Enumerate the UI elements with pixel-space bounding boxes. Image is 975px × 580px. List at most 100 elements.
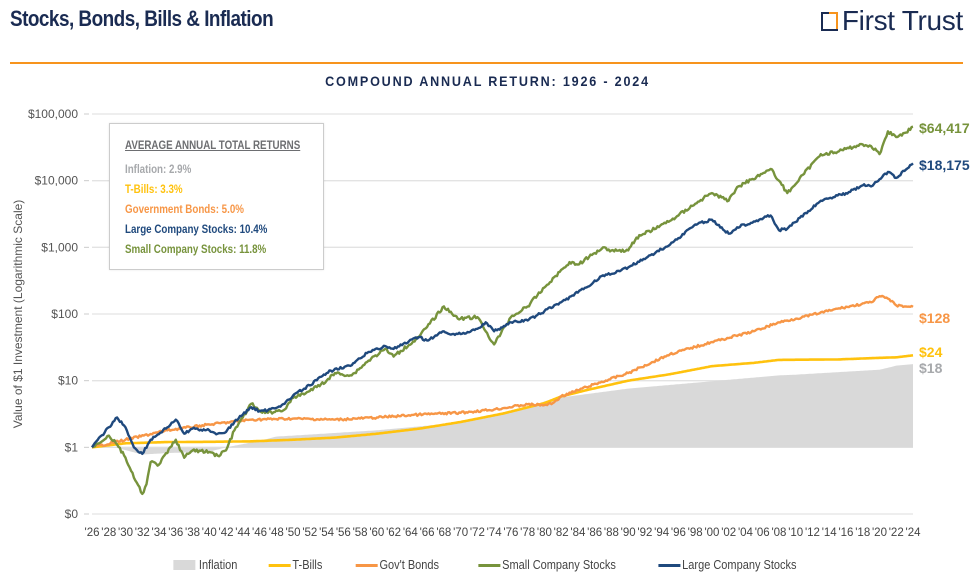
x-tick-label: '18 — [855, 527, 870, 539]
x-tick-label: '94 — [654, 527, 670, 539]
x-tick-label: '96 — [671, 527, 686, 539]
series-line-large — [91, 162, 914, 455]
x-tick-label: '76 — [503, 527, 518, 539]
legend-item-govbonds: Gov't Bonds — [356, 558, 439, 572]
header-divider — [10, 62, 963, 64]
x-tick-label: '74 — [487, 527, 503, 539]
legend-label: Large Company Stocks — [682, 558, 797, 572]
y-tick-label: $10,000 — [35, 174, 79, 188]
y-tick-label: $1,000 — [41, 240, 78, 254]
x-tick-label: '40 — [202, 527, 217, 539]
y-tick-label: $100 — [51, 307, 78, 321]
x-tick-label: '00 — [704, 527, 719, 539]
x-tick-label: '82 — [554, 527, 569, 539]
end-label-govbonds: $128 — [919, 310, 950, 326]
x-tick-label: '24 — [906, 527, 922, 539]
x-tick-label: '54 — [319, 527, 335, 539]
legend-swatch-small-company — [478, 563, 501, 567]
x-tick-label: '88 — [604, 527, 619, 539]
y-tick-label: $10 — [58, 374, 78, 388]
x-tick-label: '46 — [252, 527, 267, 539]
x-tick-label: '16 — [838, 527, 853, 539]
x-tick-label: '56 — [336, 527, 351, 539]
x-tick-label: '32 — [135, 527, 150, 539]
page-title: Stocks, Bonds, Bills & Inflation — [10, 6, 274, 31]
legend-item-large-company: Large Company Stocks — [658, 558, 797, 572]
x-tick-label: '10 — [788, 527, 803, 539]
y-axis-label: Value of $1 Investment (Logarithmic Scal… — [11, 200, 25, 429]
end-label-tbills: $24 — [919, 344, 943, 360]
x-tick-label: '50 — [286, 527, 301, 539]
legend-item-inflation: Inflation — [173, 558, 237, 572]
x-tick-label: '38 — [185, 527, 200, 539]
x-tick-label: '92 — [637, 527, 652, 539]
x-tick-label: '02 — [721, 527, 736, 539]
end-label-inflation: $18 — [919, 360, 943, 376]
x-tick-label: '22 — [889, 527, 904, 539]
x-tick-label: '14 — [822, 527, 838, 539]
x-tick-label: '04 — [738, 527, 754, 539]
x-tick-label: '42 — [219, 527, 234, 539]
legend-label: Inflation — [198, 558, 238, 572]
x-axis-ticks: '26'28'30'32'34'36'38'40'42'44'46'48'50 '… — [85, 527, 922, 539]
x-tick-label: '64 — [403, 527, 419, 539]
legend-swatch-govbonds — [356, 563, 379, 567]
stat-inflation: Inflation: 2.9% — [125, 164, 192, 176]
y-tick-label: $0 — [65, 507, 79, 521]
x-tick-label: '98 — [688, 527, 703, 539]
x-tick-label: '84 — [570, 527, 586, 539]
x-tick-label: '60 — [369, 527, 384, 539]
logo-text: First Trust — [841, 5, 963, 36]
gridlines — [92, 113, 913, 515]
x-tick-label: '34 — [152, 527, 168, 539]
legend-label: Gov't Bonds — [379, 558, 440, 572]
legend-swatch-tbills — [269, 563, 292, 567]
y-tick-label: $100,000 — [28, 107, 78, 121]
stat-small-company: Small Company Stocks: 11.8% — [125, 244, 267, 256]
y-tick-label: $1 — [65, 440, 79, 454]
x-tick-label: '48 — [269, 527, 284, 539]
y-axis-ticks: $100,000 $10,000 $1,000 $100 $10 $1 $0 — [28, 107, 89, 521]
chart-legend: Inflation T-Bills Gov't Bonds Small Comp… — [0, 558, 975, 572]
x-tick-label: '12 — [805, 527, 820, 539]
x-tick-label: '44 — [235, 527, 251, 539]
x-tick-label: '66 — [420, 527, 435, 539]
series-line-govbonds — [91, 294, 914, 449]
x-tick-label: '52 — [302, 527, 317, 539]
series-line-small — [91, 125, 914, 496]
logo-mark-icon — [820, 11, 838, 31]
x-tick-label: '68 — [436, 527, 451, 539]
first-trust-logo: First Trust — [820, 5, 963, 37]
x-tick-label: '20 — [872, 527, 887, 539]
x-tick-label: '80 — [537, 527, 552, 539]
legend-item-small-company: Small Company Stocks — [478, 558, 617, 572]
x-tick-label: '70 — [453, 527, 468, 539]
x-tick-label: '36 — [168, 527, 183, 539]
series-area-inflation — [92, 364, 913, 455]
stat-large-company: Large Company Stocks: 10.4% — [125, 224, 268, 236]
stat-tbills: T-Bills: 3.3% — [125, 184, 183, 196]
inflation-area-layer — [92, 364, 913, 455]
series-lines-layer — [91, 125, 914, 496]
legend-item-tbills: T-Bills — [269, 558, 323, 572]
x-tick-label: '08 — [771, 527, 786, 539]
end-value-labels: $18$24 $128 $64,417 $18,175 — [919, 120, 970, 376]
stat-govbonds: Government Bonds: 5.0% — [125, 204, 244, 216]
legend-swatch-inflation — [173, 560, 196, 570]
end-label-small: $64,417 — [919, 120, 970, 136]
x-tick-label: '06 — [755, 527, 770, 539]
legend-label: Small Company Stocks — [502, 558, 617, 572]
average-returns-heading: AVERAGE ANNUAL TOTAL RETURNS — [125, 140, 301, 152]
chart-subtitle: COMPOUND ANNUAL RETURN: 1926 - 2024 — [325, 73, 650, 89]
x-tick-label: '86 — [587, 527, 602, 539]
x-tick-label: '30 — [118, 527, 133, 539]
legend-swatch-large-company — [658, 563, 681, 567]
legend-label: T-Bills — [292, 558, 323, 572]
average-returns-box: AVERAGE ANNUAL TOTAL RETURNS Inflation: … — [109, 123, 324, 270]
x-tick-label: '26 — [85, 527, 100, 539]
x-tick-label: '78 — [520, 527, 535, 539]
end-label-large: $18,175 — [919, 157, 970, 173]
x-tick-label: '58 — [353, 527, 368, 539]
x-tick-label: '90 — [621, 527, 636, 539]
